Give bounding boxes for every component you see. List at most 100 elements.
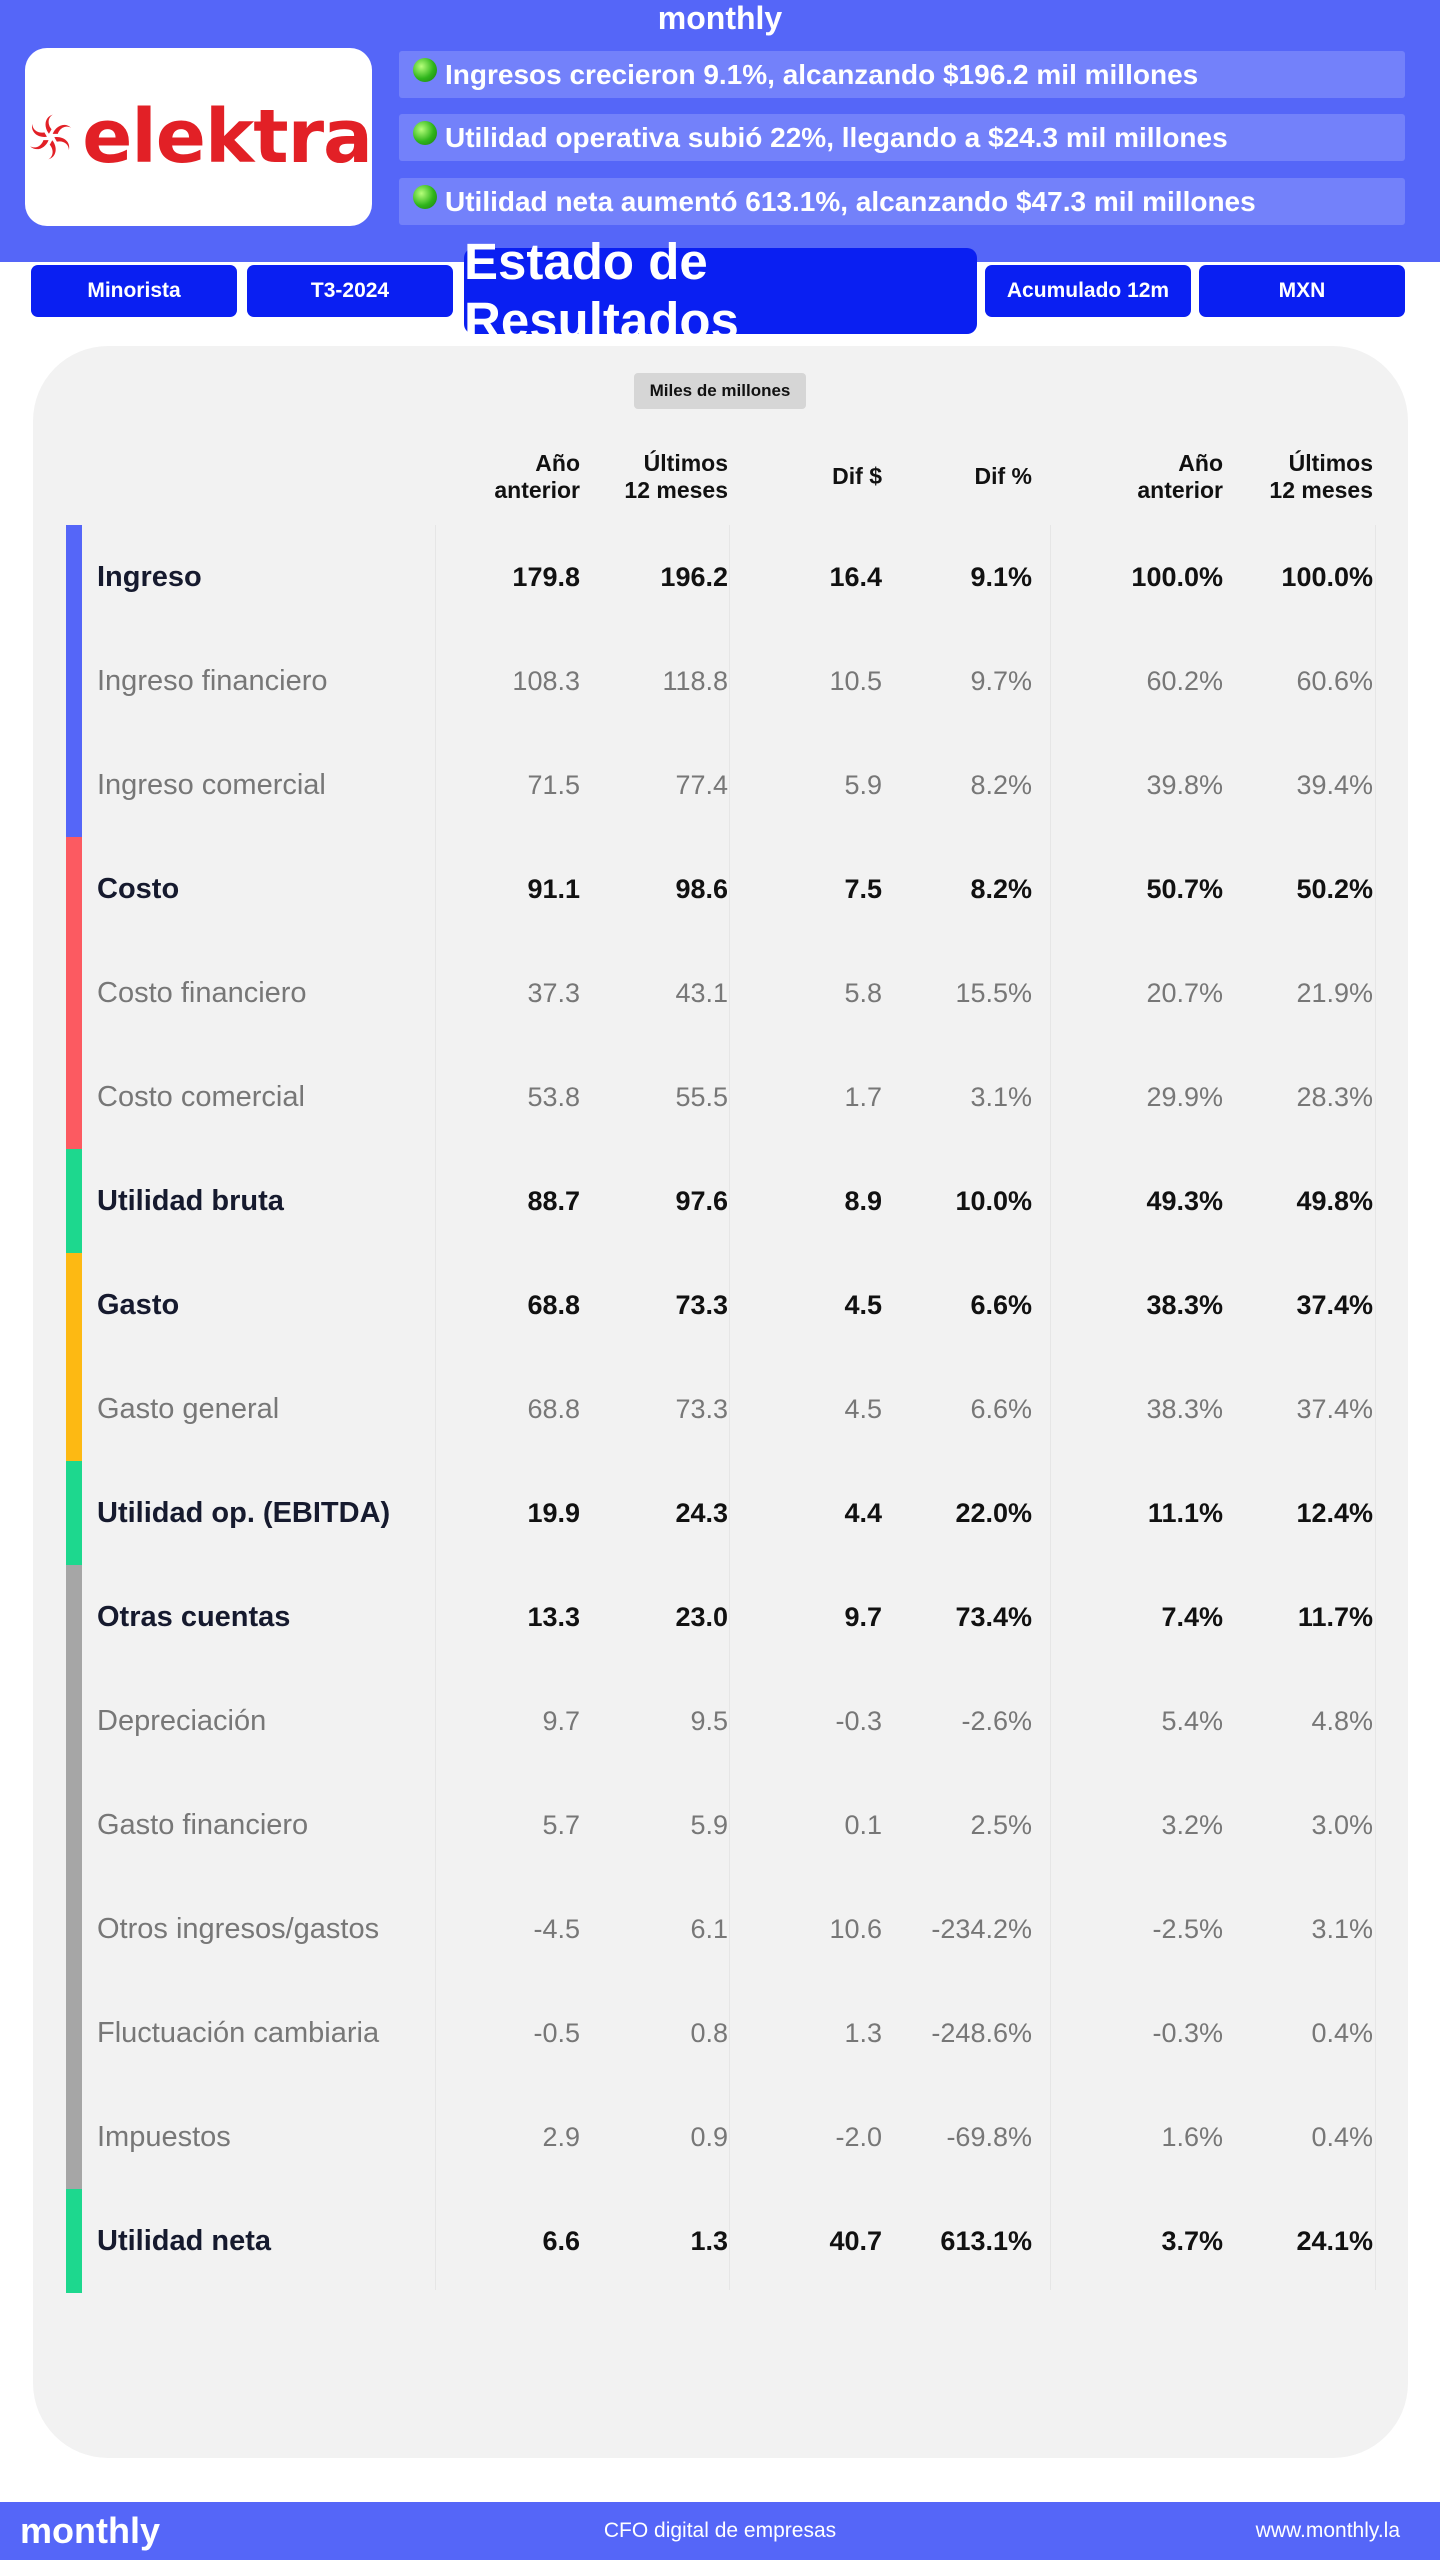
cell-pprev: 3.7% [1161, 2226, 1223, 2256]
cell-ltm: 6.1 [690, 1914, 728, 1944]
table-row: Otras cuentas 13.3 23.0 9.7 73.4% 7.4% 1… [66, 1565, 1376, 1669]
row-label: Gasto [97, 1289, 180, 1321]
footer-website-link[interactable]: www.monthly.la [1255, 2519, 1400, 2542]
company-logo: elektra [25, 48, 373, 226]
cell-pprev: 11.1% [1147, 1498, 1223, 1528]
cell-pprev: 50.7% [1146, 874, 1223, 904]
footer-brand-wordmark: monthly [20, 2510, 160, 2551]
cell-pprev: 100.0% [1131, 562, 1223, 592]
table-row: Utilidad neta 6.6 1.3 40.7 613.1% 3.7% 2… [66, 2189, 1376, 2293]
cell-pprev: 38.3% [1146, 1290, 1223, 1320]
tag-period: T3-2024 [247, 265, 453, 317]
cell-ltm: 0.8 [690, 2018, 728, 2048]
row-label: Costo [97, 873, 180, 905]
cell-difpct: 10.0% [955, 1186, 1032, 1216]
cell-ltm: 77.4 [675, 770, 728, 800]
cell-prev: 13.3 [527, 1602, 580, 1632]
cell-dif: 4.4 [844, 1498, 882, 1528]
row-label: Otros ingresos/gastos [97, 1913, 380, 1945]
tag-currency: MXN [1199, 265, 1405, 317]
cell-pprev: 29.9% [1146, 1082, 1223, 1112]
cell-ltm: 73.3 [675, 1290, 728, 1320]
category-bar [66, 733, 82, 837]
cell-ltm: 97.6 [675, 1186, 728, 1216]
row-label: Depreciación [97, 1705, 267, 1737]
cell-ltm: 118.8 [662, 666, 728, 696]
col-header-line: Últimos [1288, 450, 1373, 476]
cell-dif: 4.5 [844, 1290, 882, 1320]
cell-ltm: 24.3 [675, 1498, 728, 1528]
table-row: Utilidad op. (EBITDA) 19.9 24.3 4.4 22.0… [66, 1461, 1376, 1565]
table-row: Gasto general 68.8 73.3 4.5 6.6% 38.3% 3… [66, 1357, 1376, 1461]
table-row: Costo 91.1 98.6 7.5 8.2% 50.7% 50.2% [66, 837, 1376, 941]
table-row: Depreciación 9.7 9.5 -0.3 -2.6% 5.4% 4.8… [66, 1669, 1376, 1773]
cell-pltm: 39.4% [1296, 770, 1373, 800]
table-row: Costo financiero 37.3 43.1 5.8 15.5% 20.… [66, 941, 1376, 1045]
table-row: Gasto 68.8 73.3 4.5 6.6% 38.3% 37.4% [66, 1253, 1376, 1357]
col-header-pct-ltm: Últimos 12 meses [1245, 450, 1373, 504]
tag-sector: Minorista [31, 265, 237, 317]
col-header-ltm: Últimos 12 meses [600, 450, 728, 504]
category-bar [66, 1877, 82, 1981]
col-header-dif-pct: Dif % [974, 463, 1033, 489]
col-header-line: Últimos [643, 450, 728, 476]
cell-pprev: 1.6% [1161, 2122, 1223, 2152]
cell-dif: 9.7 [844, 1602, 882, 1632]
cell-dif: 1.7 [844, 1082, 882, 1112]
column-divider [435, 525, 436, 2290]
cell-prev: 108.3 [512, 666, 580, 696]
cell-pltm: 0.4% [1311, 2018, 1373, 2048]
category-bar [66, 1669, 82, 1773]
cell-pltm: 21.9% [1296, 978, 1373, 1008]
cell-difpct: -234.2% [931, 1914, 1032, 1944]
cell-ltm: 5.9 [690, 1810, 728, 1840]
row-label: Ingreso financiero [97, 665, 328, 697]
row-label: Ingreso [97, 561, 202, 593]
category-bar [66, 1253, 82, 1357]
category-bar [66, 629, 82, 733]
cell-pltm: 100.0% [1281, 562, 1373, 592]
cell-prev: 88.7 [527, 1186, 580, 1216]
highlight-utilidad-neta: Utilidad neta aumentó 613.1%, alcanzando… [399, 178, 1405, 225]
cell-pprev: -2.5% [1152, 1914, 1223, 1944]
cell-difpct: 9.7% [970, 666, 1032, 696]
col-header-line: Año [535, 450, 580, 476]
table-row: Utilidad bruta 88.7 97.6 8.9 10.0% 49.3%… [66, 1149, 1376, 1253]
cell-ltm: 23.0 [675, 1602, 728, 1632]
cell-difpct: 22.0% [955, 1498, 1032, 1528]
row-label: Utilidad bruta [97, 1185, 284, 1217]
cell-dif: 10.5 [829, 666, 882, 696]
cell-pltm: 4.8% [1311, 1706, 1373, 1736]
category-bar [66, 1981, 82, 2085]
row-label: Costo comercial [97, 1081, 305, 1113]
cell-ltm: 0.9 [690, 2122, 728, 2152]
row-label: Utilidad op. (EBITDA) [97, 1497, 391, 1529]
column-divider [729, 525, 730, 2290]
header-banner: monthly elektra Ingresos crecieron 9.1%,… [0, 0, 1440, 262]
row-label: Gasto financiero [97, 1809, 309, 1841]
cell-dif: 1.3 [844, 2018, 882, 2048]
cell-pltm: 3.0% [1311, 1810, 1373, 1840]
row-label: Otras cuentas [97, 1601, 291, 1633]
cell-difpct: 8.2% [970, 874, 1032, 904]
cell-ltm: 9.5 [690, 1706, 728, 1736]
cell-difpct: -248.6% [931, 2018, 1032, 2048]
row-label: Gasto general [97, 1393, 280, 1425]
cell-pltm: 60.6% [1296, 666, 1373, 696]
page-title: Estado de Resultados [464, 233, 977, 349]
cell-difpct: 3.1% [970, 1082, 1032, 1112]
footer-bar: monthly CFO digital de empresas www.mont… [0, 2502, 1440, 2560]
cell-prev: 9.7 [542, 1706, 580, 1736]
tag-scope: Acumulado 12m [985, 265, 1191, 317]
category-bar [66, 1045, 82, 1149]
cell-pprev: 39.8% [1146, 770, 1223, 800]
cell-difpct: 9.1% [970, 562, 1032, 592]
cell-dif: 0.1 [844, 1810, 882, 1840]
cell-prev: 6.6 [542, 2226, 580, 2256]
cell-difpct: 6.6% [970, 1290, 1032, 1320]
cell-difpct: -69.8% [946, 2122, 1032, 2152]
table-row: Ingreso financiero 108.3 118.8 10.5 9.7%… [66, 629, 1376, 733]
cell-pltm: 37.4% [1296, 1394, 1373, 1424]
category-bar [66, 2085, 82, 2189]
cell-dif: 5.9 [844, 770, 882, 800]
